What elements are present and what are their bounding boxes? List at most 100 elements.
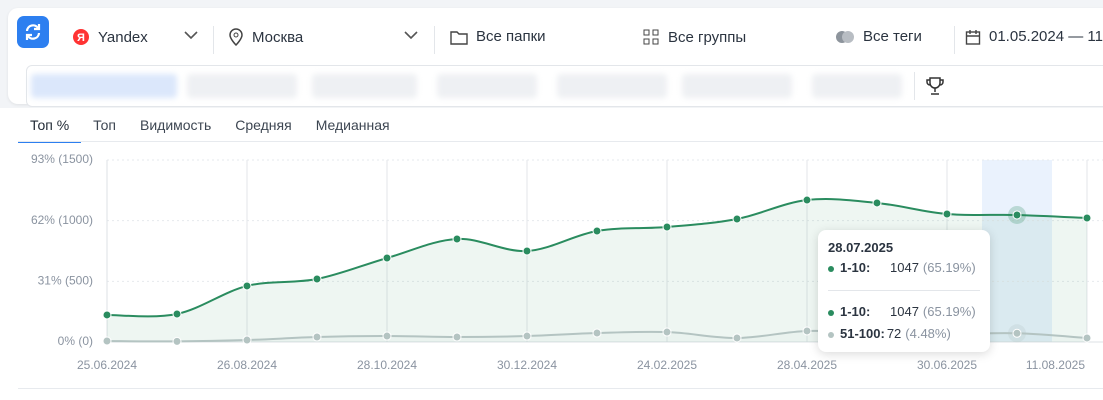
chevron	[184, 31, 198, 40]
point	[662, 327, 672, 337]
point	[1082, 333, 1092, 343]
region-label: Москва	[252, 28, 304, 46]
tooltip-date: 28.07.2025	[828, 240, 894, 255]
region-select[interactable]: Москва	[228, 28, 303, 46]
separator	[914, 72, 915, 100]
x-tick-label: 28.04.2025	[777, 358, 837, 372]
tooltip-dot	[828, 265, 834, 272]
y-tick-label: 0% (0)	[58, 334, 93, 348]
engine-select[interactable]: Я Yandex	[72, 28, 148, 46]
tooltip-value: 1047	[890, 304, 919, 319]
point	[102, 336, 112, 346]
tooltip-dot	[828, 331, 834, 338]
tooltip-row: 51-100: 72 (4.48%)	[828, 326, 951, 341]
point	[732, 214, 742, 224]
refresh-button[interactable]	[17, 16, 49, 48]
point	[872, 198, 882, 208]
point	[382, 331, 392, 341]
point	[242, 335, 252, 345]
tooltip-share: (65.19%)	[922, 260, 976, 275]
blurred-item	[187, 74, 297, 98]
divider	[18, 141, 1103, 142]
divider	[828, 290, 980, 291]
date-label: 01.05.2024 — 11.0	[989, 28, 1103, 45]
tab[interactable]: Топ %	[18, 110, 82, 143]
tab[interactable]: Топ	[93, 117, 116, 133]
hover-band	[982, 160, 1052, 342]
tooltip-row: 1-10: 1047 (65.19%)	[828, 260, 976, 275]
grid-icon	[643, 29, 659, 45]
point	[312, 332, 322, 342]
site-selector	[26, 65, 1103, 107]
tooltip-row: 1-10: 1047 (65.19%)	[828, 304, 976, 319]
tooltip: 28.07.2025 1-10: 1047 (65.19%) 1-10: 1047 (65…	[818, 230, 990, 352]
point	[942, 209, 952, 219]
point	[592, 226, 602, 236]
x-tick-label: 24.02.2025	[637, 358, 697, 372]
folder-icon	[450, 30, 468, 45]
point	[522, 246, 532, 256]
folders-select[interactable]: Все папки	[450, 28, 546, 45]
separator	[434, 26, 435, 54]
tab[interactable]: Медианная	[315, 117, 390, 133]
tooltip-label: 51-100:	[840, 326, 885, 341]
groups-select[interactable]: Все группы	[642, 28, 746, 46]
y-tick-label: 31% (500)	[38, 274, 93, 288]
point	[312, 274, 322, 284]
calendar-icon	[965, 29, 981, 45]
blurred-item	[437, 74, 537, 98]
folders-label: Все папки	[476, 28, 546, 45]
tabs: Топ % Топ Видимость Средняя Медианная	[18, 110, 402, 143]
point	[802, 195, 812, 205]
yandex-icon: Я	[73, 29, 89, 45]
point	[802, 326, 812, 336]
tooltip-label: 1-10:	[840, 260, 871, 275]
point	[452, 332, 462, 342]
x-tick-label: 25.06.2024	[77, 358, 137, 372]
point	[522, 331, 532, 341]
x-tick-label: 30.06.2025	[917, 358, 977, 372]
tags-label: Все теги	[863, 28, 922, 45]
point	[452, 234, 462, 244]
point	[102, 310, 112, 320]
groups-label: Все группы	[668, 28, 747, 46]
blurred-item	[682, 74, 792, 98]
blurred-item	[31, 74, 177, 98]
tags-icon	[836, 30, 854, 43]
chevron	[404, 31, 418, 40]
point	[382, 253, 392, 263]
divider	[18, 388, 1103, 389]
tooltip-share: (65.19%)	[922, 304, 976, 319]
engine-label: Yandex	[98, 28, 148, 46]
point	[1082, 213, 1092, 223]
trophy-icon[interactable]	[925, 76, 945, 96]
point	[172, 336, 182, 346]
blurred-item	[557, 74, 667, 98]
pin-icon	[229, 28, 243, 46]
blurred-item	[312, 74, 417, 98]
tooltip-value: 72	[886, 326, 902, 341]
date-range[interactable]: 01.05.2024 — 11.0	[965, 28, 1103, 45]
point	[172, 309, 182, 319]
point	[662, 222, 672, 232]
y-tick-label: 93% (1500)	[31, 152, 93, 166]
tooltip-label: 1-10:	[840, 304, 871, 319]
tooltip-value: 1047	[890, 260, 919, 275]
filter-bar: Я Yandex Москва Все папки Все группы Все…	[8, 8, 1103, 107]
svg-text:Я: Я	[77, 32, 85, 44]
tags-select[interactable]: Все теги	[835, 28, 922, 45]
x-tick-label: 30.12.2024	[497, 358, 557, 372]
tooltip-share: (4.48%)	[905, 326, 951, 341]
separator	[954, 26, 955, 54]
x-tick-label: 28.10.2024	[357, 358, 417, 372]
point	[592, 328, 602, 338]
tab[interactable]: Видимость	[140, 117, 212, 133]
point	[732, 333, 742, 343]
point	[1012, 210, 1022, 220]
point	[242, 281, 252, 291]
tab[interactable]: Средняя	[235, 117, 292, 133]
point	[1012, 328, 1022, 338]
y-tick-label: 62% (1000)	[31, 213, 93, 227]
separator	[213, 26, 214, 54]
